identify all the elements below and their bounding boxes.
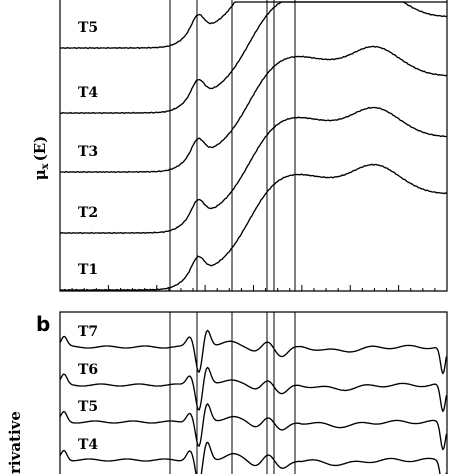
panel-b: b rivative T7 T6 T5 T4 (6, 311, 448, 474)
series-line (59, 441, 448, 474)
panel-a-frame (59, 0, 448, 292)
panel-b-reference-lines (169, 312, 296, 474)
series-label: T5 (78, 399, 98, 415)
series-label: T4 (78, 437, 98, 453)
panel-a: μx(E) T5 T4 T3 T2 T1 (31, 0, 448, 292)
panel-b-series-labels: T7 T6 T5 T4 (78, 324, 98, 453)
panel-a-series-labels: T5 T4 T3 T2 T1 (78, 20, 98, 278)
series-line (59, 45, 448, 174)
series-label: T4 (78, 85, 98, 101)
panel-a-reference-lines (169, 0, 296, 291)
series-label: T2 (78, 205, 98, 221)
series-line (59, 329, 448, 375)
series-line (59, 1, 447, 50)
series-label: T5 (78, 20, 98, 36)
series-line (59, 366, 448, 413)
panel-a-curves (59, 1, 448, 292)
panel-b-frame (59, 311, 448, 474)
panel-a-ylabel: μx(E) (31, 136, 51, 181)
series-line (59, 403, 448, 451)
series-label: T6 (78, 362, 98, 378)
series-label: T1 (78, 262, 98, 278)
series-line (59, 1, 448, 115)
series-line (59, 106, 447, 235)
series-line (59, 163, 448, 292)
panel-b-curves (59, 329, 448, 474)
panel-b-label: b (36, 312, 50, 336)
panel-b-ylabel: rivative (6, 411, 24, 474)
series-label: T7 (78, 324, 98, 340)
series-label: T3 (78, 144, 98, 160)
